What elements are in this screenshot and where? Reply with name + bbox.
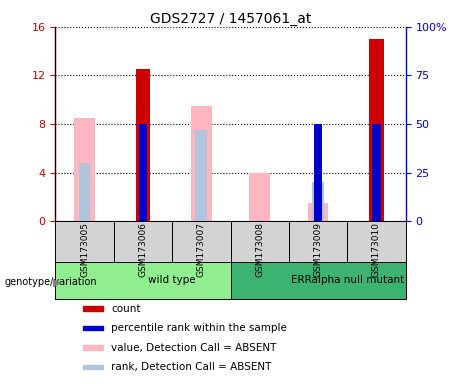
- Text: GSM173008: GSM173008: [255, 222, 264, 277]
- Bar: [230, 262, 406, 299]
- Bar: [372, 124, 381, 221]
- Bar: [136, 70, 150, 221]
- Bar: [308, 203, 328, 221]
- Text: GSM173007: GSM173007: [197, 222, 206, 277]
- Text: wild type: wild type: [148, 275, 196, 285]
- Text: GSM173005: GSM173005: [80, 222, 89, 277]
- Text: ▶: ▶: [53, 277, 61, 287]
- Bar: [289, 221, 347, 262]
- Bar: [55, 221, 114, 262]
- Text: value, Detection Call = ABSENT: value, Detection Call = ABSENT: [112, 343, 277, 353]
- Bar: [79, 163, 90, 221]
- Bar: [83, 326, 103, 330]
- Text: count: count: [112, 304, 141, 314]
- Bar: [230, 221, 289, 262]
- Bar: [249, 173, 270, 221]
- Bar: [83, 346, 103, 350]
- Bar: [312, 182, 324, 221]
- Text: percentile rank within the sample: percentile rank within the sample: [112, 323, 287, 333]
- Bar: [369, 39, 384, 221]
- Bar: [138, 124, 147, 221]
- Bar: [195, 130, 207, 221]
- Text: genotype/variation: genotype/variation: [5, 277, 97, 287]
- Bar: [83, 306, 103, 311]
- Text: GSM173006: GSM173006: [138, 222, 148, 277]
- Text: GSM173010: GSM173010: [372, 222, 381, 277]
- Bar: [74, 118, 95, 221]
- Bar: [191, 106, 212, 221]
- Bar: [83, 365, 103, 369]
- Text: rank, Detection Call = ABSENT: rank, Detection Call = ABSENT: [112, 362, 272, 372]
- Bar: [172, 221, 230, 262]
- Bar: [114, 221, 172, 262]
- Bar: [313, 124, 323, 221]
- Text: ERRalpha null mutant: ERRalpha null mutant: [291, 275, 404, 285]
- Title: GDS2727 / 1457061_at: GDS2727 / 1457061_at: [150, 12, 311, 26]
- Bar: [55, 262, 230, 299]
- Bar: [347, 221, 406, 262]
- Text: GSM173009: GSM173009: [313, 222, 323, 277]
